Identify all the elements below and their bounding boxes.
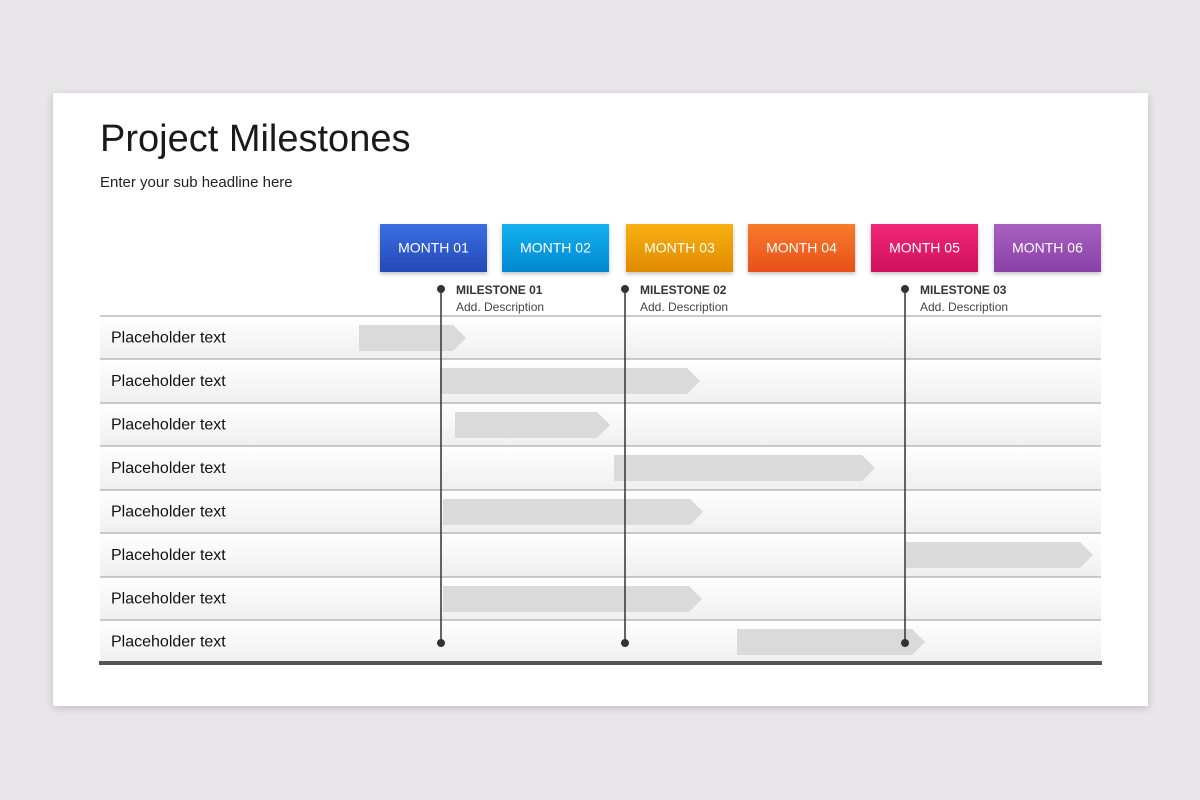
row-background bbox=[100, 446, 1101, 490]
task-bar bbox=[614, 455, 875, 481]
milestone-dot bbox=[621, 639, 629, 647]
month-header bbox=[502, 224, 609, 272]
row-label: Placeholder text bbox=[111, 591, 226, 608]
row-label: Placeholder text bbox=[111, 504, 226, 521]
milestone-dot bbox=[901, 285, 909, 293]
month-label: MONTH 06 bbox=[1012, 240, 1083, 256]
row-background bbox=[100, 620, 1101, 663]
month-header bbox=[994, 224, 1101, 272]
row-label: Placeholder text bbox=[111, 373, 226, 390]
milestone-label: MILESTONE 01 bbox=[456, 283, 543, 297]
row-label: Placeholder text bbox=[111, 547, 226, 564]
row-label: Placeholder text bbox=[111, 634, 226, 651]
month-header bbox=[380, 224, 487, 272]
milestone-dot bbox=[437, 639, 445, 647]
month-header bbox=[626, 224, 733, 272]
month-label: MONTH 02 bbox=[520, 240, 591, 256]
title: Project Milestones bbox=[100, 118, 410, 160]
milestone-description: Add. Description bbox=[920, 300, 1008, 314]
task-bar bbox=[737, 629, 925, 655]
month-label: MONTH 05 bbox=[889, 240, 960, 256]
month-header bbox=[748, 224, 855, 272]
month-header bbox=[871, 224, 978, 272]
month-label: MONTH 01 bbox=[398, 240, 469, 256]
milestone-label: MILESTONE 03 bbox=[920, 283, 1007, 297]
milestone-description: Add. Description bbox=[640, 300, 728, 314]
task-bar bbox=[440, 368, 700, 394]
task-bar bbox=[443, 586, 702, 612]
month-label: MONTH 04 bbox=[766, 240, 837, 256]
row-label: Placeholder text bbox=[111, 417, 226, 434]
subtitle: Enter your sub headline here bbox=[100, 174, 293, 191]
milestone-dot bbox=[437, 285, 445, 293]
milestone-dot bbox=[901, 639, 909, 647]
task-bar bbox=[359, 325, 466, 351]
task-bar bbox=[906, 542, 1093, 568]
row-label: Placeholder text bbox=[111, 330, 226, 347]
task-bar bbox=[455, 412, 610, 438]
row-background bbox=[100, 316, 1101, 359]
month-label: MONTH 03 bbox=[644, 240, 715, 256]
milestone-label: MILESTONE 02 bbox=[640, 283, 727, 297]
milestone-description: Add. Description bbox=[456, 300, 544, 314]
task-bar bbox=[443, 499, 703, 525]
milestone-dot bbox=[621, 285, 629, 293]
row-label: Placeholder text bbox=[111, 460, 226, 477]
